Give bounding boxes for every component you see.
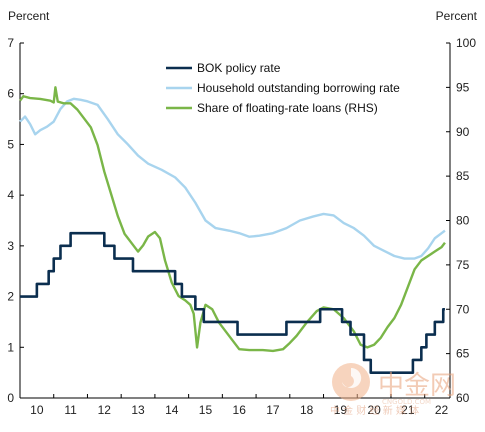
legend-label: Household outstanding borrowing rate <box>197 81 400 95</box>
x-tick-label: 15 <box>199 403 213 417</box>
watermark: 中金网 中 金 财 经 新 媒 体 CNGOLD.COM <box>330 363 456 417</box>
left-tick-label: 6 <box>7 87 14 101</box>
right-tick-label: 90 <box>456 125 470 139</box>
x-tick-label: 17 <box>266 403 280 417</box>
left-tick-label: 3 <box>7 239 14 253</box>
x-tick-label: 16 <box>233 403 247 417</box>
right-tick-label: 65 <box>456 347 470 361</box>
watermark-url: CNGOLD.COM <box>382 398 431 406</box>
right-tick-label: 75 <box>456 258 470 272</box>
left-axis-unit: Percent <box>8 9 50 23</box>
left-tick-label: 5 <box>7 137 14 151</box>
x-tick-label: 22 <box>435 403 449 417</box>
right-tick-label: 85 <box>456 169 470 183</box>
x-tick-label: 10 <box>30 403 44 417</box>
left-tick-label: 0 <box>7 391 14 405</box>
right-tick-label: 70 <box>456 302 470 316</box>
watermark-logo <box>332 363 370 401</box>
left-tick-label: 4 <box>7 188 14 202</box>
x-tick-label: 21 <box>401 403 415 417</box>
x-tick-label: 12 <box>98 403 112 417</box>
x-tick-label: 14 <box>165 403 179 417</box>
x-tick-label: 13 <box>131 403 145 417</box>
left-tick-label: 7 <box>7 36 14 50</box>
right-tick-label: 100 <box>456 36 476 50</box>
right-tick-label: 95 <box>456 80 470 94</box>
series-line-share-of-floating-rate-loans-rhs <box>19 86 446 353</box>
right-tick-label: 60 <box>456 391 470 405</box>
x-tick-label: 19 <box>334 403 348 417</box>
series-line-household-outstanding-borrowing-rate <box>19 97 446 260</box>
watermark-subtitle: 中 金 财 经 新 媒 体 <box>330 404 419 417</box>
right-axis-unit: Percent <box>436 9 478 23</box>
x-tick-label: 18 <box>300 403 314 417</box>
left-tick-label: 1 <box>7 340 14 354</box>
series-layer <box>19 86 446 374</box>
series-line-bok-policy-rate <box>20 231 445 374</box>
legend-label: Share of floating-rate loans (RHS) <box>197 101 378 115</box>
x-tick-label: 11 <box>64 403 77 417</box>
axes <box>19 42 451 399</box>
right-tick-label: 80 <box>456 214 470 228</box>
left-tick-label: 2 <box>7 290 14 304</box>
legend: BOK policy rate Household outstanding bor… <box>166 61 400 115</box>
watermark-title: 中金网 <box>378 371 456 401</box>
legend-label: BOK policy rate <box>197 61 281 75</box>
x-tick-label: 20 <box>367 403 381 417</box>
